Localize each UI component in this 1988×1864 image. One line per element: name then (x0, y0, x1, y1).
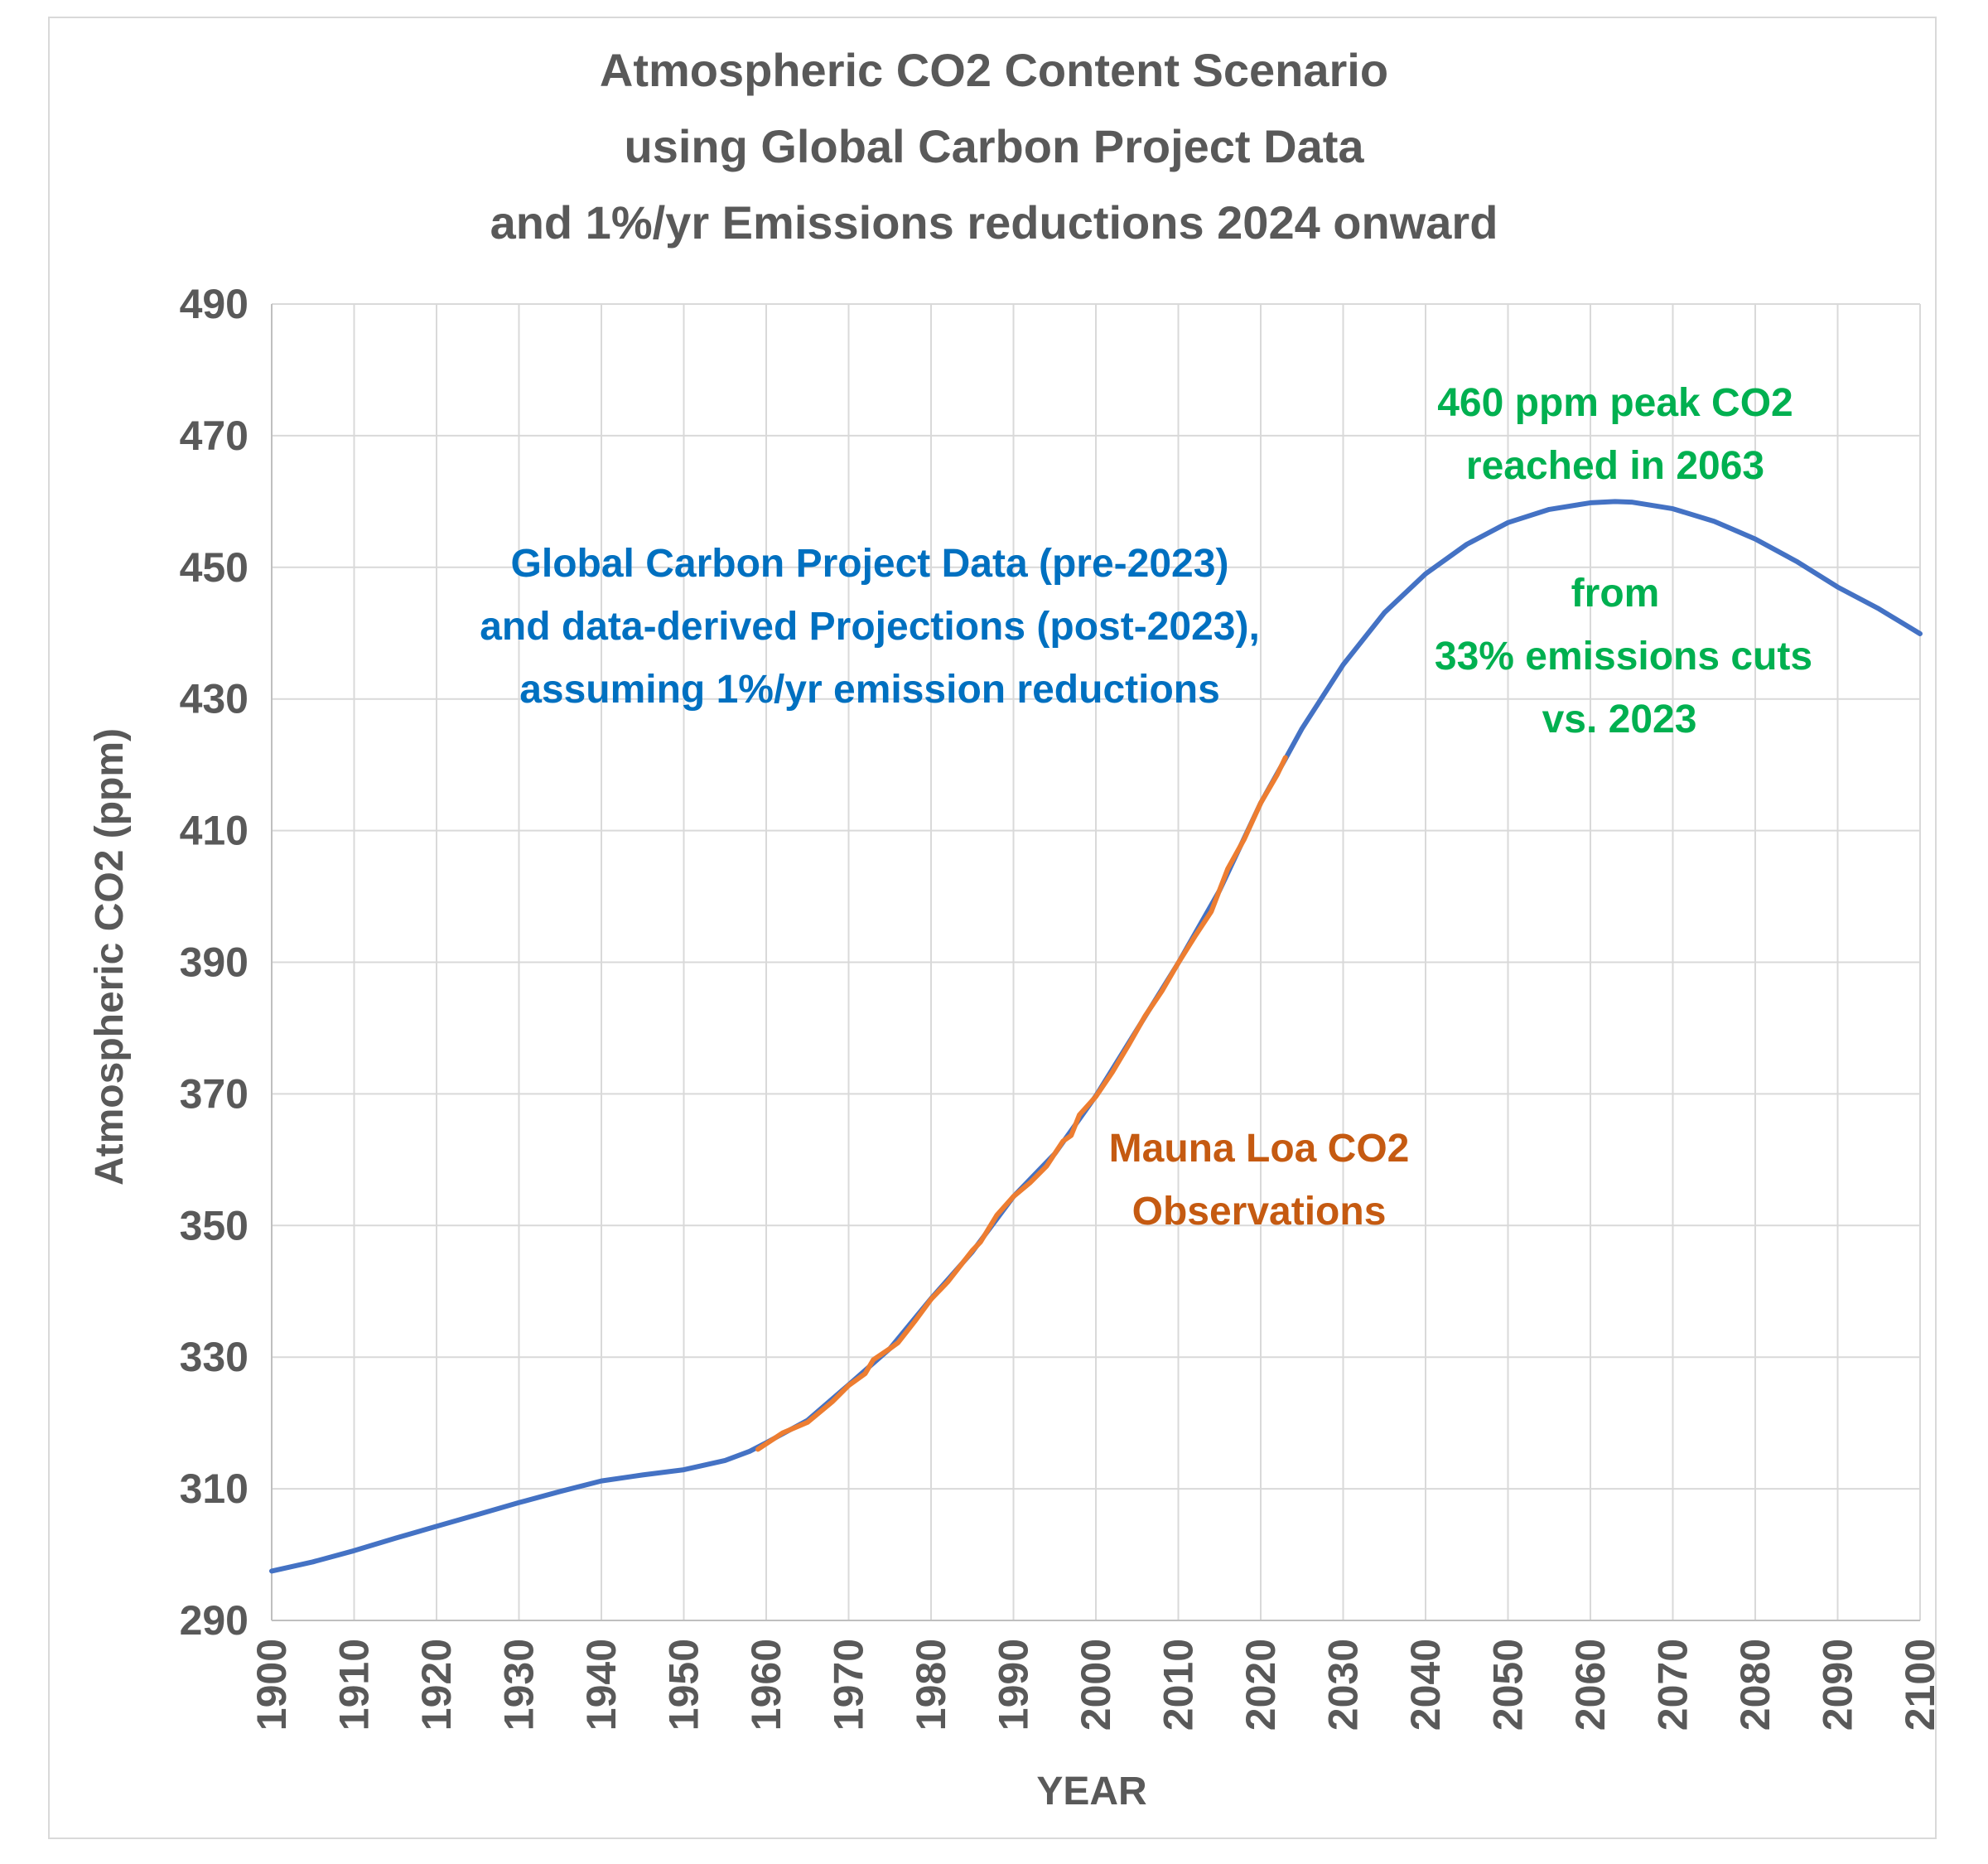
x-tick-label: 1960 (743, 1639, 789, 1731)
chart-title-line-1: Atmospheric CO2 Content Scenario (600, 44, 1388, 96)
peak-annotation-line-2: reached in 2063 (1466, 444, 1764, 488)
x-tick-label: 2080 (1732, 1639, 1778, 1731)
y-tick-label: 350 (180, 1202, 248, 1248)
x-tick-label: 2010 (1156, 1639, 1202, 1731)
y-tick-label: 310 (180, 1466, 248, 1512)
y-tick-label: 490 (180, 281, 248, 327)
x-tick-label: 1980 (908, 1639, 954, 1731)
mauna-loa-annotation: Mauna Loa CO2 Observations (1109, 1127, 1410, 1234)
x-tick-label: 2030 (1320, 1639, 1367, 1731)
y-tick-label: 470 (180, 413, 248, 459)
chart-title-line-3: and 1%/yr Emissions reductions 2024 onwa… (490, 196, 1498, 249)
mauna-loa-series-line (755, 755, 1288, 1452)
x-tick-label: 1970 (826, 1639, 872, 1731)
x-tick-label: 1990 (991, 1639, 1037, 1731)
chart-title-line-2: using Global Carbon Project Data (624, 120, 1364, 172)
x-tick-label: 2040 (1402, 1639, 1449, 1731)
y-tick-label: 390 (180, 939, 248, 986)
cuts-annotation: from 33% emissions cuts vs. 2023 (1435, 572, 1812, 741)
data-series (269, 499, 1923, 1574)
y-axis-label: Atmospheric CO2 (ppm) (88, 728, 132, 1186)
y-tick-label: 290 (180, 1597, 248, 1644)
chart-frame (48, 17, 1937, 1839)
y-tick-labels: 290 310 330 350 370 390 410 430 450 470 490 (180, 281, 248, 1644)
peak-annotation-line-1: 460 ppm peak CO2 (1437, 381, 1793, 425)
x-tick-label: 2090 (1815, 1639, 1861, 1731)
x-tick-label: 2060 (1567, 1639, 1614, 1731)
x-tick-label: 1910 (331, 1639, 378, 1731)
cuts-annotation-line-2: 33% emissions cuts (1435, 635, 1812, 678)
y-tick-label: 430 (180, 676, 248, 722)
x-tick-label: 1900 (248, 1639, 295, 1731)
gridlines (271, 303, 1921, 1621)
gcp-annotation-line-2: and data-derived Projections (post-2023)… (480, 605, 1260, 649)
x-tick-labels: 1900 1910 1920 1930 1940 1950 1960 1970 1980 1990… (248, 1639, 1943, 1731)
x-tick-label: 2050 (1485, 1639, 1532, 1731)
x-tick-label: 2070 (1650, 1639, 1696, 1731)
x-axis-label: YEAR (1036, 1770, 1146, 1813)
x-tick-label: 1930 (496, 1639, 543, 1731)
y-tick-label: 410 (180, 808, 248, 854)
x-tick-label: 2000 (1073, 1639, 1119, 1731)
x-tick-label: 2020 (1238, 1639, 1284, 1731)
gcp-annotation-line-1: Global Carbon Project Data (pre-2023) (511, 542, 1229, 586)
x-tick-label: 2100 (1897, 1639, 1943, 1731)
gcp-annotation-line-3: assuming 1%/yr emission reductions (519, 668, 1220, 712)
peak-annotation: 460 ppm peak CO2 reached in 2063 (1437, 381, 1793, 488)
gcp-annotation: Global Carbon Project Data (pre-2023) an… (480, 542, 1260, 712)
cuts-annotation-line-3: vs. 2023 (1542, 698, 1697, 741)
mauna-loa-annotation-line-2: Observations (1132, 1190, 1387, 1234)
y-tick-label: 450 (180, 544, 248, 591)
y-tick-label: 330 (180, 1334, 248, 1380)
mauna-loa-annotation-line-1: Mauna Loa CO2 (1109, 1127, 1410, 1171)
cuts-annotation-line-1: from (1571, 572, 1660, 616)
y-tick-label: 370 (180, 1070, 248, 1117)
x-tick-label: 1950 (661, 1639, 707, 1731)
x-tick-label: 1920 (413, 1639, 460, 1731)
x-tick-label: 1940 (578, 1639, 625, 1731)
